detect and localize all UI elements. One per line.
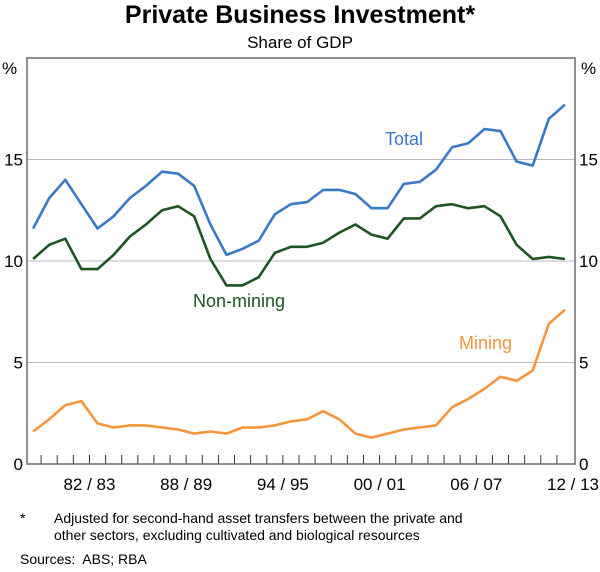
series-line-mining xyxy=(32,308,566,439)
x-tick-label: 00 / 01 xyxy=(354,475,406,494)
footnote-marker: * xyxy=(20,510,26,526)
y-tick-label-right: 5 xyxy=(579,354,588,373)
x-tick-label: 06 / 07 xyxy=(450,475,502,494)
x-tick-label: 88 / 89 xyxy=(160,475,212,494)
gridlines xyxy=(27,159,575,363)
footnote-line-1: Adjusted for second-hand asset transfers… xyxy=(54,510,463,526)
x-tick-label: 82 / 83 xyxy=(63,475,115,494)
series-line-total xyxy=(31,103,566,257)
y-unit-left: % xyxy=(2,59,17,78)
series-label-mining: Mining xyxy=(459,333,512,353)
x-tick-labels: 82 / 83 88 / 89 94 / 95 00 / 01 06 / 07 12 / … xyxy=(63,475,599,494)
sources-label: Sources: xyxy=(20,551,76,567)
y-tick-label-right: 0 xyxy=(579,455,588,474)
tick-marks xyxy=(40,455,558,464)
chart-subtitle: Share of GDP xyxy=(247,33,353,52)
y-tick-label-left: 10 xyxy=(4,252,23,271)
y-tick-label-left: 15 xyxy=(4,151,23,170)
y-tick-label-left: 0 xyxy=(14,455,23,474)
sources-value: ABS; RBA xyxy=(82,551,147,567)
series-label-total: Total xyxy=(385,129,423,149)
y-tick-label-right: 15 xyxy=(579,151,598,170)
chart-title: Private Business Investment* xyxy=(125,1,475,29)
footnote: * Adjusted for second-hand asset transfe… xyxy=(20,510,463,544)
series-lines xyxy=(31,103,566,439)
y-tick-label-left: 5 xyxy=(14,354,23,373)
y-unit-right: % xyxy=(581,59,596,78)
x-tick-label: 94 / 95 xyxy=(257,475,309,494)
sources: Sources: ABS; RBA xyxy=(20,551,147,568)
y-tick-labels: 0 0 5 5 10 10 15 15 xyxy=(4,151,598,475)
footnote-line-2: other sectors, excluding cultivated and … xyxy=(54,527,420,543)
series-line-non-mining xyxy=(32,202,566,287)
plot-frame xyxy=(26,57,576,465)
y-tick-label-right: 10 xyxy=(579,252,598,271)
series-label-non-mining: Non-mining xyxy=(193,291,285,311)
x-tick-label: 12 / 13 xyxy=(547,475,599,494)
